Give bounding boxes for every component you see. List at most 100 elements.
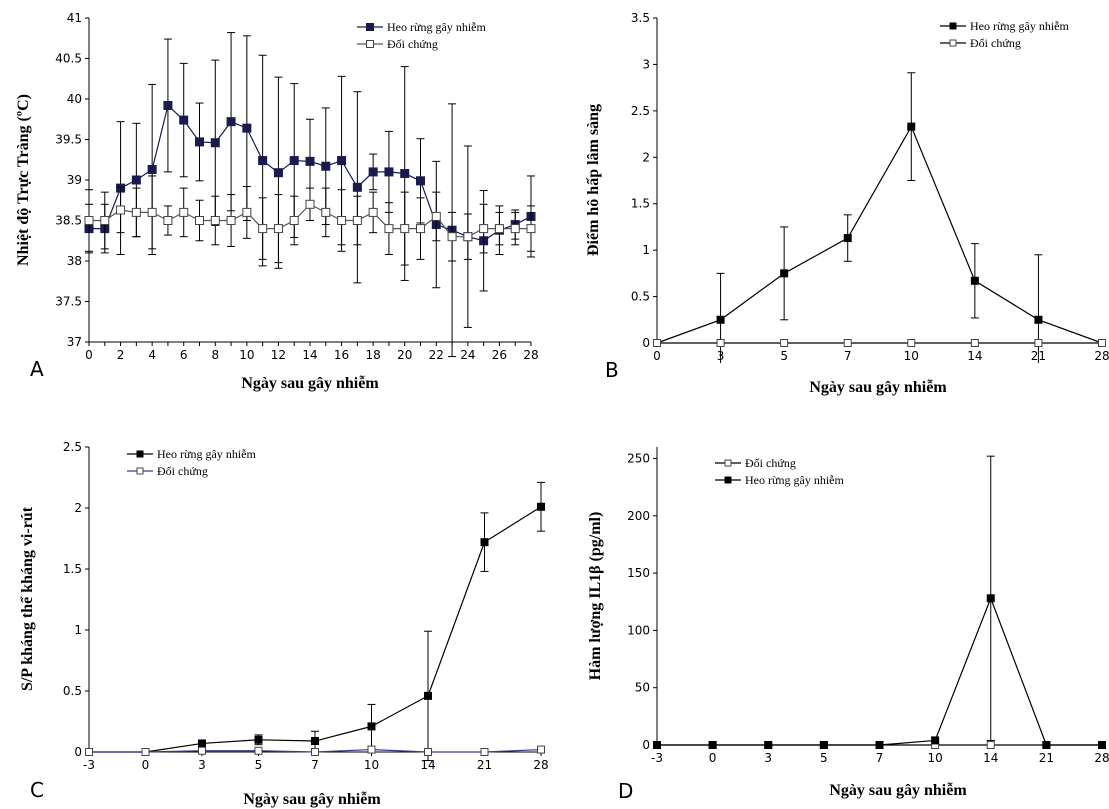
x-tick-label: 0 [85,348,93,362]
series-1 [85,745,545,756]
data-point [337,156,347,166]
x-tick-label: 14 [420,758,435,772]
series-1 [653,455,1106,749]
data-point [147,207,157,217]
y-axis-title: Hàm lượng IL1β (pg/ml) [587,512,604,681]
y-tick-label: 150 [627,566,650,580]
data-point [210,138,220,148]
y-axis-title: Nhiệt độ Trực Tràng (ºC) [15,94,32,266]
x-tick-label: 14 [983,751,998,765]
x-tick-label: 2 [117,348,125,362]
panel-label: A [30,357,44,381]
legend-label: Đối chứng [745,456,796,470]
x-tick-label: 26 [492,348,507,362]
x-tick-label: 7 [311,758,319,772]
data-point [85,748,93,756]
x-tick-label: 14 [967,349,982,363]
data-point [494,224,504,234]
data-point [254,746,263,755]
data-point [764,741,773,749]
data-point [907,122,916,131]
data-point [352,182,362,192]
y-tick-label: 50 [635,681,650,695]
data-point [273,168,283,178]
x-axis-title: Ngày sau gây nhiễm [241,375,379,392]
data-point [1034,339,1043,347]
data-point [716,315,725,324]
chart-panel-b: 00.511.522.533.5035710142128Heo rừng gây… [585,11,1109,396]
data-point [1098,339,1106,347]
data-point [226,117,236,127]
x-tick-label: 8 [211,348,219,362]
x-tick-label: 6 [180,348,188,362]
data-point [400,224,410,234]
y-tick-label: 1 [642,243,650,257]
data-point [195,216,204,225]
x-tick-label: 28 [1094,751,1109,765]
data-point [400,169,410,179]
legend-label: Đối chứng [970,36,1021,50]
y-tick-label: 0 [74,745,82,759]
y-tick-label: 0 [642,738,650,752]
legend-label: Heo rừng gây nhiễm [970,19,1069,33]
y-tick-label: 40.5 [55,52,82,66]
series-line [89,506,542,753]
data-point [653,741,661,749]
x-tick-label: 10 [904,349,919,363]
data-point [480,748,489,756]
x-tick-label: 3 [764,751,772,765]
data-point [258,156,268,166]
y-axis-title: S/P kháng thể kháng vi-rút [19,506,36,691]
series-1 [653,339,1106,347]
data-point [84,216,94,225]
data-point [226,216,236,225]
x-tick-label: 28 [533,758,548,772]
y-tick-label: 2.5 [631,104,650,118]
data-point [163,100,173,110]
x-tick-label: 28 [523,348,538,362]
data-point [537,502,545,511]
data-point [384,167,394,177]
data-point [242,123,252,133]
data-point [131,175,141,185]
data-point [424,748,432,756]
x-tick-label: 28 [1094,349,1109,363]
legend-marker [136,450,144,458]
y-tick-label: 38 [67,254,82,268]
data-point [384,224,394,234]
data-point [819,741,828,749]
legend-marker [949,39,957,47]
x-tick-label: 16 [334,348,349,362]
data-point [1042,741,1051,749]
series-0 [85,481,545,762]
data-point [321,161,331,171]
data-point [141,748,150,756]
x-tick-label: 24 [460,348,475,362]
data-point [780,269,789,278]
legend-marker [949,22,957,30]
data-point [480,538,489,547]
data-point [907,339,916,347]
x-tick-label: 5 [820,751,828,765]
data-point [163,216,173,225]
data-point [311,748,319,756]
data-point [986,741,995,749]
data-point [131,207,141,217]
y-tick-label: 200 [627,509,650,523]
x-tick-label: 7 [876,751,884,765]
data-point [875,741,884,749]
y-tick-label: 0 [642,336,650,350]
data-point [254,735,263,744]
panel-label: C [30,778,44,802]
x-tick-label: 0 [653,349,661,363]
data-point [321,207,331,217]
data-point [1034,315,1043,324]
y-tick-label: 1.5 [63,562,82,576]
data-point [526,224,536,234]
x-tick-label: 4 [148,348,156,362]
x-tick-label: 14 [302,348,317,362]
legend-marker [136,467,144,475]
x-tick-label: 5 [780,349,788,363]
y-tick-label: 40 [67,92,82,106]
